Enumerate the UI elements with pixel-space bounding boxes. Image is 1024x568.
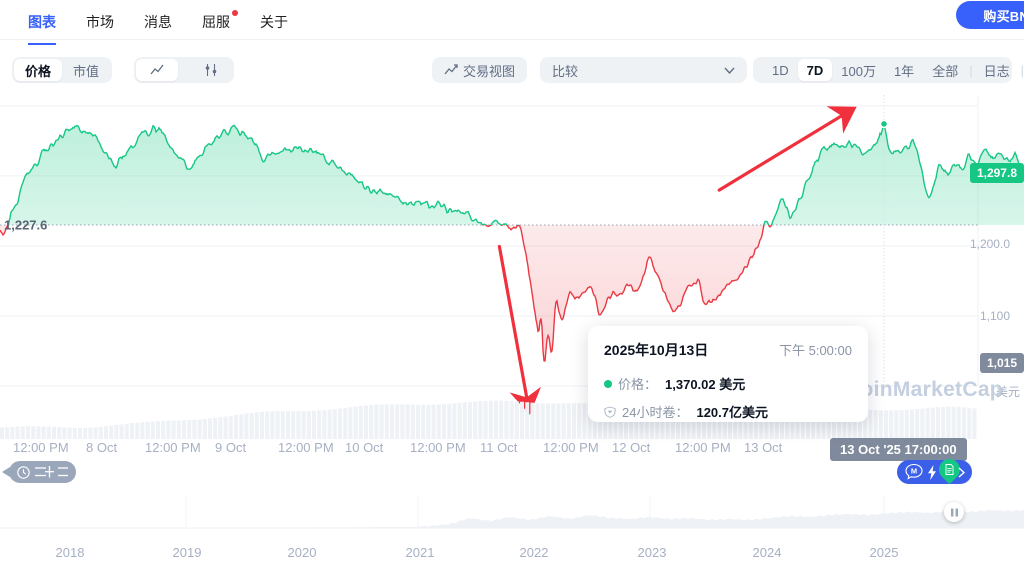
svg-text:M: M	[911, 467, 917, 476]
